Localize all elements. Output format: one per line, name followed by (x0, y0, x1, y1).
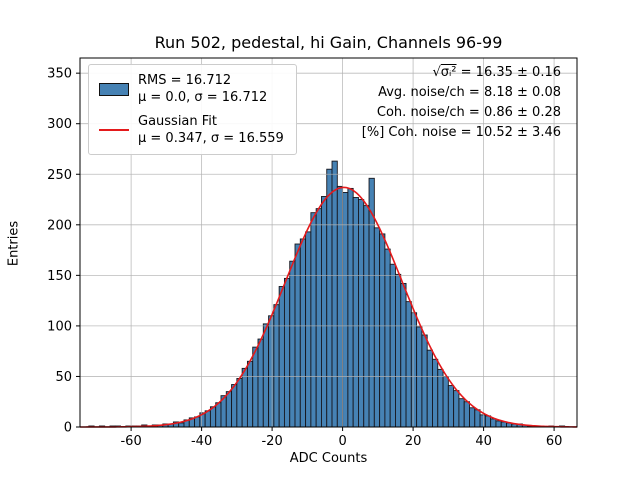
y-axis-label: Entries (6, 220, 22, 267)
y-tick-label: 100 (47, 319, 72, 334)
legend-fit-line2: μ = 0.347, σ = 16.559 (138, 131, 284, 146)
legend-hist-line2: μ = 0.0, σ = 16.712 (138, 90, 268, 105)
x-tick-label: 20 (405, 434, 422, 449)
y-tick-label: 150 (47, 269, 72, 284)
stat-avg-noise: Avg. noise/ch = 8.18 ± 0.08 (378, 85, 561, 100)
y-tick-label: 200 (47, 218, 72, 233)
y-tick-label: 0 (64, 421, 72, 436)
legend-hist-line1: RMS = 16.712 (138, 73, 232, 88)
y-tick-label: 250 (47, 168, 72, 183)
stat-coh-noise: Coh. noise/ch = 0.86 ± 0.28 (376, 105, 561, 120)
x-axis-label: ADC Counts (289, 451, 368, 466)
x-tick-label: -40 (191, 434, 212, 449)
stat-pct-coh-noise: [%] Coh. noise = 10.52 ± 3.46 (361, 125, 561, 140)
legend-item-histogram: RMS = 16.712 μ = 0.0, σ = 16.712 (99, 72, 284, 106)
histogram-swatch (99, 82, 129, 96)
legend: RMS = 16.712 μ = 0.0, σ = 16.712 Gaussia… (88, 64, 297, 155)
noise-stats-annotation: √σᵢ² = 16.35 ± 0.16 Avg. noise/ch = 8.18… (362, 63, 561, 143)
x-tick-label: 0 (338, 434, 346, 449)
y-tick-label: 350 (47, 67, 72, 82)
x-tick-label: -60 (120, 434, 141, 449)
stat-sqrt-sigma: √σᵢ² = 16.35 ± 0.16 (432, 65, 561, 80)
x-tick-label: -20 (261, 434, 282, 449)
y-tick-label: 300 (47, 117, 72, 132)
x-tick-label: 40 (475, 434, 492, 449)
chart-title: Run 502, pedestal, hi Gain, Channels 96-… (154, 33, 503, 52)
legend-fit-line1: Gaussian Fit (138, 114, 218, 129)
fit-line-swatch (99, 129, 129, 131)
x-tick-label: 60 (546, 434, 563, 449)
legend-item-fit: Gaussian Fit μ = 0.347, σ = 16.559 (99, 113, 284, 147)
y-tick-label: 50 (55, 370, 72, 385)
